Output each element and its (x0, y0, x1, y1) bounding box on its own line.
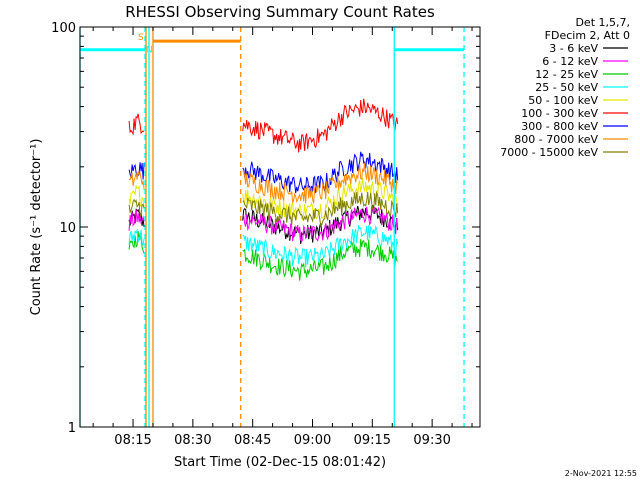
y-tick-label-3: 100 (51, 21, 76, 36)
legend-label-3: 12 - 25 keV (535, 68, 598, 81)
legend-label-7: 300 - 800 keV (521, 120, 598, 133)
x-axis-label: Start Time (02-Dec-15 08:01:42) (174, 455, 386, 470)
series-trace-9-1 (128, 198, 145, 218)
series-trace-5-1 (128, 184, 145, 210)
plot-area: SN (79, 27, 465, 427)
legend-label-2: 6 - 12 keV (542, 55, 598, 68)
legend-label-4: 25 - 50 keV (535, 81, 598, 94)
x-tick-label-4: 09:00 (294, 433, 331, 448)
marker-label-13: N (146, 46, 153, 56)
axes: 08:15 08:30 08:45 09:00 09:15 09:30 1 10 100 (51, 21, 480, 448)
x-tick-label-3: 08:45 (234, 433, 271, 448)
x-tick-label-5: 09:15 (354, 433, 391, 448)
marker-label-12: S (138, 33, 144, 43)
legend-label-5: 50 - 100 keV (528, 94, 598, 107)
x-tick-label-6: 09:30 (413, 433, 450, 448)
series-trace-9-2 (242, 191, 399, 227)
legend-header-1: Det 1,5,7, (575, 16, 630, 29)
series-trace-7-2 (242, 151, 399, 194)
series-trace-6-1 (128, 113, 145, 136)
series-trace-5-2 (242, 177, 399, 222)
series-trace-2-1 (128, 209, 145, 231)
legend-header-2: FDecim 2, Att 0 (545, 29, 630, 42)
y-tick-label-1: 1 (68, 421, 76, 436)
y-axis-label: Count Rate (s⁻¹ detector⁻¹) (29, 139, 44, 316)
plot-frame (79, 26, 481, 428)
chart-title: RHESSI Observing Summary Count Rates (125, 3, 435, 21)
series-trace-3-2 (242, 238, 399, 281)
series-trace-4-1 (128, 228, 145, 247)
series-trace-8-2 (242, 162, 399, 205)
legend-label-9: 7000 - 15000 keV (500, 146, 598, 159)
footer-date: 2-Nov-2021 12:55 (565, 469, 637, 478)
legend-label-8: 800 - 7000 keV (514, 133, 598, 146)
legend-label-6: 100 - 300 keV (521, 107, 598, 120)
x-tick-label-2: 08:30 (174, 433, 211, 448)
y-tick-label-2: 10 (59, 221, 76, 236)
series-trace-6-2 (242, 98, 399, 153)
legend-label-1: 3 - 6 keV (549, 42, 598, 55)
x-tick-label-1: 08:15 (114, 433, 151, 448)
series-trace-4-2 (242, 224, 399, 268)
series-trace-8-1 (129, 171, 145, 190)
